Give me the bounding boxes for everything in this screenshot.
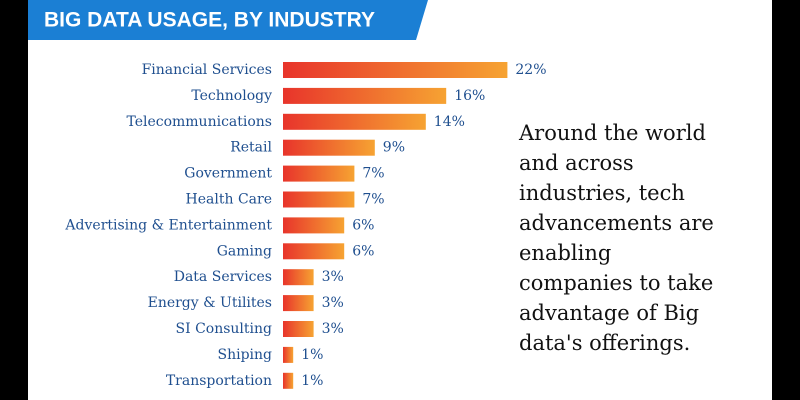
value-label: 3% [322, 321, 344, 337]
annotation: Around the world and across industries, te… [519, 118, 769, 358]
value-label: 6% [352, 243, 374, 259]
category-label: SI Consulting [176, 321, 273, 337]
bar [283, 217, 345, 234]
value-label: 7% [362, 192, 384, 208]
category-label: Shiping [217, 347, 272, 363]
bar [283, 346, 294, 363]
category-label: Telecommunications [126, 114, 272, 130]
bar [283, 321, 314, 337]
annotation-line: data's offerings. [519, 331, 691, 355]
value-label: 22% [515, 62, 546, 78]
bar [283, 191, 355, 208]
value-label: 14% [434, 114, 465, 130]
category-label: Energy & Utilites [148, 295, 272, 311]
category-label: Financial Services [142, 62, 272, 78]
annotation-line: industries, tech [519, 181, 685, 205]
bar [283, 243, 345, 260]
category-label: Data Services [174, 269, 272, 285]
bar [283, 139, 375, 156]
bar [283, 87, 447, 104]
annotation-line: enabling [519, 241, 612, 265]
category-label: Retail [230, 140, 272, 156]
value-label: 1% [301, 347, 323, 363]
annotation-line: advantage of Big [519, 301, 700, 325]
bar [283, 295, 314, 312]
bar [283, 269, 314, 286]
annotation-line: companies to take [519, 271, 714, 295]
category-label: Government [184, 166, 272, 182]
category-label: Technology [191, 88, 272, 104]
value-label: 3% [322, 295, 344, 311]
category-label: Advertising & Entertainment [64, 217, 272, 233]
value-label: 9% [383, 140, 405, 156]
annotation-line: Around the world [519, 121, 706, 145]
bar [283, 372, 294, 389]
title-banner [28, 0, 428, 40]
value-label: 3% [322, 269, 344, 285]
annotation-line: advancements are [519, 211, 714, 235]
category-label: Gaming [217, 243, 272, 259]
category-label: Health Care [186, 192, 272, 208]
bar [283, 165, 355, 182]
value-label: 6% [352, 217, 374, 233]
chart-title: BIG DATA USAGE, BY INDUSTRY [44, 9, 375, 32]
bar [283, 113, 426, 130]
value-label: 1% [301, 373, 323, 389]
annotation-line: and across [519, 151, 634, 175]
category-label: Transportation [166, 373, 272, 389]
value-label: 16% [454, 88, 485, 104]
bar [283, 62, 508, 78]
value-label: 7% [362, 166, 384, 182]
